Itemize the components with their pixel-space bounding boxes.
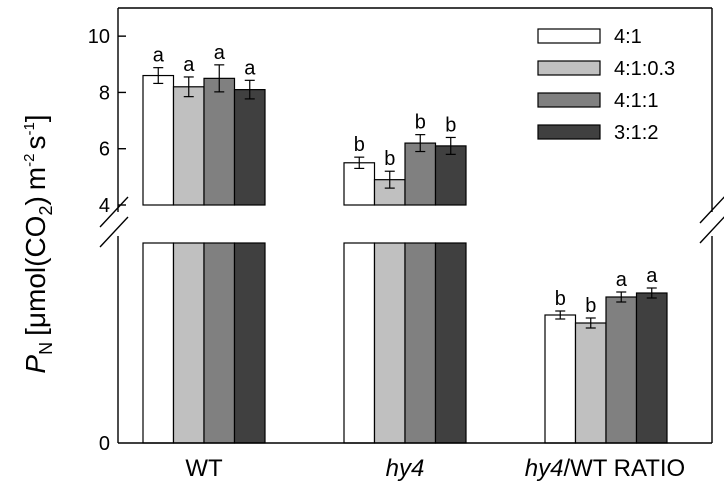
sig-letter-hy4-wt-ratio-4-1: b <box>555 288 566 310</box>
y-tick-label-8: 8 <box>99 82 110 104</box>
legend-swatch-4-1-1 <box>537 92 601 108</box>
bar-hy4-wt-ratio-4-1 <box>544 314 577 444</box>
legend-label-4-1-0-3: 4:1:0.3 <box>614 58 675 80</box>
ylabel-symbol-sub: N <box>36 342 56 355</box>
error-bars <box>153 64 657 329</box>
legend-swatch-4-1 <box>537 28 601 44</box>
ylabel-unit-open: [ <box>20 328 51 336</box>
bar-hy4-4-1-lower <box>343 242 376 444</box>
legend-swatch-4-1-0-3 <box>537 60 601 76</box>
x-label-ratio-italic: hy4 <box>525 455 564 482</box>
break-mark-right-1 <box>699 196 724 224</box>
legend-label-4-1-1: 4:1:1 <box>614 90 658 112</box>
break-mark-right-2 <box>699 216 724 244</box>
legend: 4:1 4:1:0.3 4:1:1 3:1:2 <box>537 26 675 144</box>
sig-letter-hy4-3-1-2: b <box>445 114 456 136</box>
bars <box>142 74 668 444</box>
bar-wt-4-1-lower <box>142 242 175 444</box>
x-label-ratio-rest: /WT RATIO <box>563 455 685 482</box>
bar-wt-3-1-2-upper <box>233 89 266 206</box>
x-label-hy4: hy4 <box>386 455 425 482</box>
ylabel-unit-mol: mol(CO <box>20 216 51 312</box>
legend-label-4-1: 4:1 <box>614 26 642 48</box>
ylabel-close-paren: ) <box>20 196 51 205</box>
sig-letter-wt-4-1-1: a <box>214 42 226 64</box>
ylabel-co2-sub: 2 <box>36 206 56 216</box>
y-tick-label-4: 4 <box>99 195 110 217</box>
bar-wt-4-1-1-lower <box>203 242 236 444</box>
bar-hy4-4-1-1-lower <box>404 242 437 444</box>
sig-letter-hy4-4-1-0-3: b <box>384 148 395 170</box>
bar-hy4-wt-ratio-4-1-0-3 <box>574 322 607 444</box>
sig-letter-hy4-4-1-1: b <box>415 112 426 134</box>
bar-hy4-3-1-2-lower <box>434 242 467 444</box>
sig-letter-hy4-wt-ratio-4-1-0-3: b <box>585 295 596 317</box>
sig-letter-wt-4-1: a <box>153 45 165 67</box>
bar-hy4-wt-ratio-3-1-2 <box>635 292 668 444</box>
sig-letter-wt-4-1-0-3: a <box>183 54 195 76</box>
legend-label-3-1-2: 3:1:2 <box>614 122 658 144</box>
break-mark-left-2 <box>99 216 129 248</box>
y-ticks: 4 6 8 10 0 <box>88 26 126 455</box>
y-tick-label-lower-0: 0 <box>99 433 110 455</box>
ylabel-s-sup: -1 <box>21 122 38 135</box>
bar-wt-4-1-upper <box>142 74 175 206</box>
axes <box>99 7 724 444</box>
break-mark-left-1 <box>99 196 129 228</box>
x-label-wt: WT <box>185 455 223 482</box>
legend-swatch-3-1-2 <box>537 124 601 140</box>
y-tick-label-10: 10 <box>88 26 110 48</box>
ylabel-symbol: P <box>20 355 51 374</box>
ylabel-unit-mu: μ <box>20 312 51 328</box>
bar-hy4-3-1-2-upper <box>434 145 467 206</box>
bar-hy4-4-1-0-3-lower <box>373 242 406 444</box>
ylabel-unit-m: m <box>20 167 51 190</box>
x-label-ratio: hy4/WT RATIO <box>525 455 685 482</box>
ylabel-unit-s: s <box>20 136 51 150</box>
bar-hy4-4-1-upper <box>343 162 376 206</box>
bar-wt-4-1-0-3-lower <box>172 242 205 444</box>
bar-hy4-wt-ratio-4-1-1 <box>605 296 638 444</box>
ylabel-m-sup: -2 <box>21 154 38 167</box>
sig-letter-hy4-wt-ratio-4-1-1: a <box>616 269 628 291</box>
y-axis-label: PN [μmol(CO2) m-2 s-1] <box>20 114 56 373</box>
y-tick-label-6: 6 <box>99 139 110 161</box>
bar-hy4-4-1-1-upper <box>404 142 437 206</box>
ylabel-unit-close: ] <box>20 114 51 122</box>
sig-letter-hy4-4-1: b <box>354 134 365 156</box>
bar-wt-4-1-1-upper <box>203 77 236 206</box>
bar-wt-4-1-0-3-upper <box>172 86 205 206</box>
sig-letter-hy4-wt-ratio-3-1-2: a <box>646 265 658 287</box>
sig-letter-wt-3-1-2: a <box>244 57 256 79</box>
bar-wt-3-1-2-lower <box>233 242 266 444</box>
